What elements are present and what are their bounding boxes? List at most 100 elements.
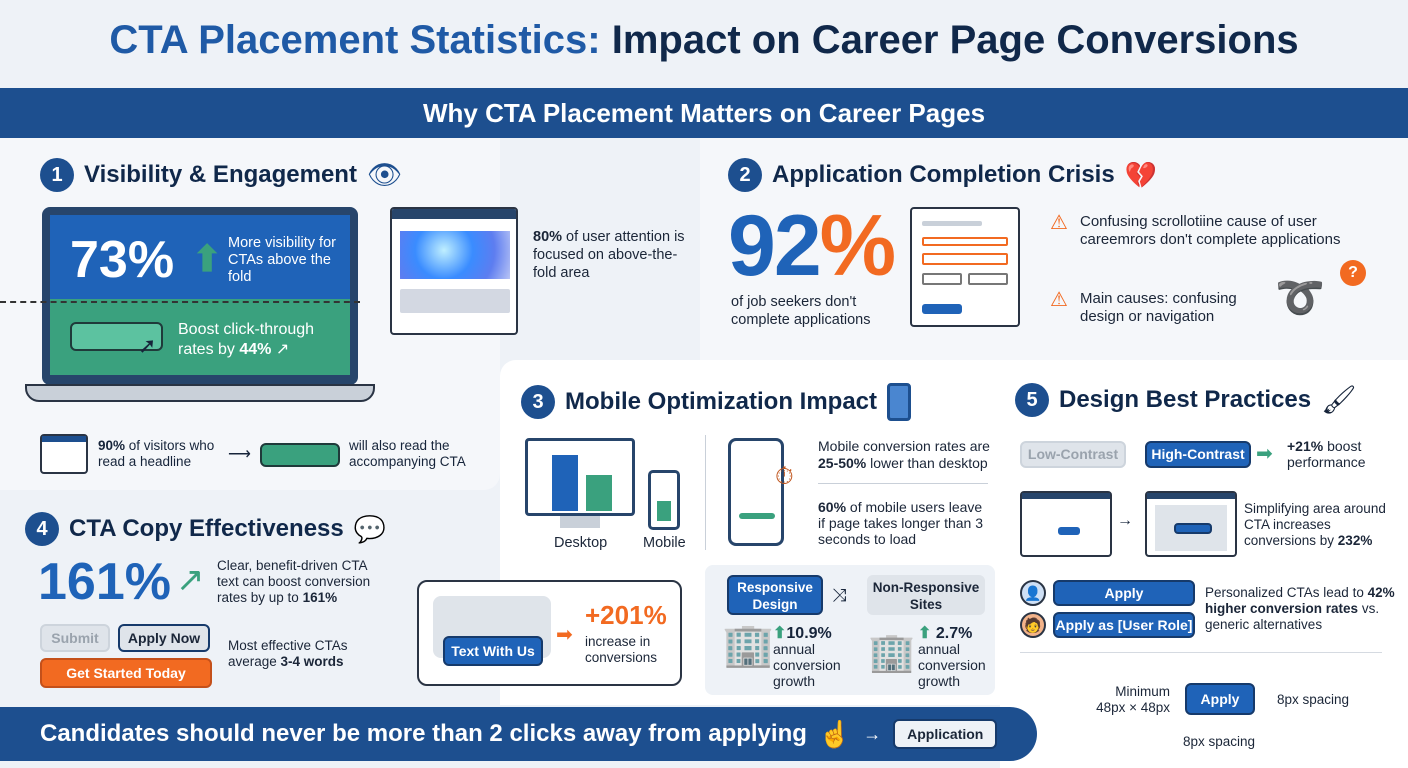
personalized-text: Personalized CTAs lead to 42% higher con… bbox=[1205, 585, 1395, 632]
heatmap-illustration bbox=[390, 207, 518, 335]
headline-page-icon bbox=[40, 434, 88, 474]
laptop-base bbox=[25, 384, 375, 402]
nonresponsive-label: Non-Responsive Sites bbox=[867, 575, 985, 615]
get-started-button[interactable]: Get Started Today bbox=[40, 658, 212, 688]
section-number: 4 bbox=[25, 512, 59, 546]
broken-heart-icon: 💔 bbox=[1124, 160, 1158, 190]
attention-text: 80% of user attention is focused on abov… bbox=[533, 229, 685, 281]
cta-read-text: will also read the accompanying CTA bbox=[349, 438, 466, 469]
desktop-illustration bbox=[525, 438, 635, 516]
section-5-header: 5 Design Best Practices 🖌 bbox=[1015, 383, 1357, 417]
eye-icon: 👁 bbox=[366, 159, 403, 190]
submit-button[interactable]: Submit bbox=[40, 624, 110, 652]
cluttered-page-illustration bbox=[1020, 491, 1112, 557]
section-number: 5 bbox=[1015, 383, 1049, 417]
fold-line bbox=[0, 301, 360, 303]
cursor-icon: ➚ bbox=[138, 333, 157, 358]
tangled-path-icon: ➰ bbox=[1275, 276, 1325, 320]
generic-user-avatar: 👤 bbox=[1020, 580, 1046, 606]
building-icon: 🏢 bbox=[868, 632, 916, 674]
personal-user-avatar: 🧑 bbox=[1020, 612, 1046, 638]
section-heading: Mobile Optimization Impact bbox=[565, 388, 878, 415]
text-desc: increase in conversions bbox=[585, 634, 658, 665]
low-contrast-button: Low-Contrast bbox=[1020, 441, 1126, 468]
warning-text-1: Confusing scrollotiine cause of user car… bbox=[1080, 213, 1341, 248]
headline-text: 90% of visitors who read a headline bbox=[98, 438, 215, 469]
warning-icon: ⚠ bbox=[1050, 212, 1068, 234]
section-2-header: 2 Application Completion Crisis 💔 bbox=[728, 158, 1157, 192]
visibility-stat: 73% bbox=[70, 231, 175, 289]
up-arrow-icon: ↗ bbox=[176, 561, 205, 599]
responsive-growth: ⬆10.9% bbox=[773, 625, 832, 642]
section-heading: Application Completion Crisis bbox=[772, 161, 1115, 188]
apply-as-role-button[interactable]: Apply as [User Role] bbox=[1053, 612, 1195, 638]
arrow-right-icon: ➡ bbox=[556, 624, 573, 646]
loading-phone-illustration bbox=[728, 438, 784, 546]
text-stat: +201% bbox=[585, 600, 667, 630]
spacing-bottom-label: 8px spacing bbox=[1183, 734, 1256, 749]
mobile-illustration bbox=[648, 470, 680, 530]
mobile-icon bbox=[887, 383, 912, 421]
copy-desc: Clear, benefit-driven CTA text can boost… bbox=[217, 558, 371, 605]
apply-button[interactable]: Apply bbox=[1053, 580, 1195, 606]
section-number: 2 bbox=[728, 158, 762, 192]
growth-label: annual conversion growth bbox=[918, 641, 986, 689]
divider bbox=[1020, 652, 1382, 653]
growth-label: annual conversion growth bbox=[773, 641, 841, 689]
laptop bbox=[42, 207, 358, 385]
apply-size-example-button: Apply bbox=[1185, 683, 1255, 715]
up-arrow-icon: ⬆ bbox=[192, 238, 223, 279]
section-number: 3 bbox=[521, 385, 555, 419]
visibility-text: More visibility for CTAs above the fold bbox=[228, 235, 336, 285]
warning-text-2: Main causes: confusing design or navigat… bbox=[1080, 290, 1237, 325]
shuffle-icon: ⤨ bbox=[832, 585, 847, 605]
simplified-page-illustration bbox=[1145, 491, 1237, 557]
click-hand-icon: ☝ bbox=[818, 719, 852, 749]
section-heading: Design Best Practices bbox=[1059, 386, 1312, 413]
contrast-text: +21% boost performance bbox=[1287, 438, 1366, 470]
building-icon: 🏢 bbox=[722, 621, 775, 668]
mobile-label: Mobile bbox=[643, 535, 686, 551]
completion-text: of job seekers don't complete applicatio… bbox=[731, 294, 871, 328]
desktop-label: Desktop bbox=[554, 535, 608, 551]
text-with-us-button[interactable]: Text With Us bbox=[443, 636, 543, 666]
section-banner: Why CTA Placement Matters on Career Page… bbox=[0, 88, 1408, 138]
chat-icon: 💬 bbox=[353, 514, 387, 544]
section-4-header: 4 CTA Copy Effectiveness 💬 bbox=[25, 512, 386, 546]
footer-banner: Candidates should never be more than 2 c… bbox=[0, 707, 1038, 761]
spacing-right-label: 8px spacing bbox=[1277, 692, 1350, 707]
words-text: Most effective CTAs average 3-4 words bbox=[228, 638, 348, 669]
paintbrush-icon: 🖌 bbox=[1321, 384, 1357, 415]
mobile-leave-text: 60% of mobile users leave if page takes … bbox=[818, 499, 984, 547]
percent-sign: % bbox=[819, 198, 896, 294]
footer-text: Candidates should never be more than 2 c… bbox=[40, 720, 807, 747]
cta-button-illustration bbox=[70, 322, 163, 351]
nonresponsive-growth: ⬆ 2.7% bbox=[918, 625, 973, 642]
simplify-text: Simplifying area around CTA increases co… bbox=[1244, 501, 1386, 548]
completion-stat: 92% bbox=[728, 198, 896, 294]
arrow-right-icon: → bbox=[863, 724, 882, 744]
cta-button-illustration bbox=[260, 443, 340, 467]
min-size-label: Minimum 48px × 48px bbox=[1096, 684, 1170, 715]
high-contrast-button: High-Contrast bbox=[1145, 441, 1251, 468]
question-icon: ? bbox=[1340, 260, 1366, 286]
page-title: CTA Placement Statistics: Impact on Care… bbox=[109, 18, 1299, 62]
boost-text: Boost click-through rates by 44% ↗ bbox=[178, 321, 315, 358]
warning-icon: ⚠ bbox=[1050, 289, 1068, 311]
form-illustration bbox=[910, 207, 1020, 327]
heatmap bbox=[400, 231, 510, 279]
section-heading: Visibility & Engagement bbox=[84, 161, 357, 188]
arrow-right-icon: ➡ bbox=[1256, 443, 1273, 465]
section-number: 1 bbox=[40, 158, 74, 192]
responsive-label: Responsive Design bbox=[727, 575, 823, 615]
section-2-panel bbox=[700, 138, 1408, 360]
text-with-us-card: Text With Us ➡ +201% increase in convers… bbox=[417, 580, 682, 686]
apply-now-button[interactable]: Apply Now bbox=[118, 624, 210, 652]
application-button[interactable]: Application bbox=[893, 719, 998, 749]
stopwatch-icon: ⏱ bbox=[775, 463, 794, 490]
section-1-header: 1 Visibility & Engagement 👁 bbox=[40, 158, 403, 192]
copy-stat: 161% bbox=[38, 553, 171, 611]
arrow-right-icon: ⟶ bbox=[228, 446, 251, 463]
section-3-header: 3 Mobile Optimization Impact bbox=[521, 383, 912, 421]
arrow-right-icon: → bbox=[1117, 512, 1133, 529]
